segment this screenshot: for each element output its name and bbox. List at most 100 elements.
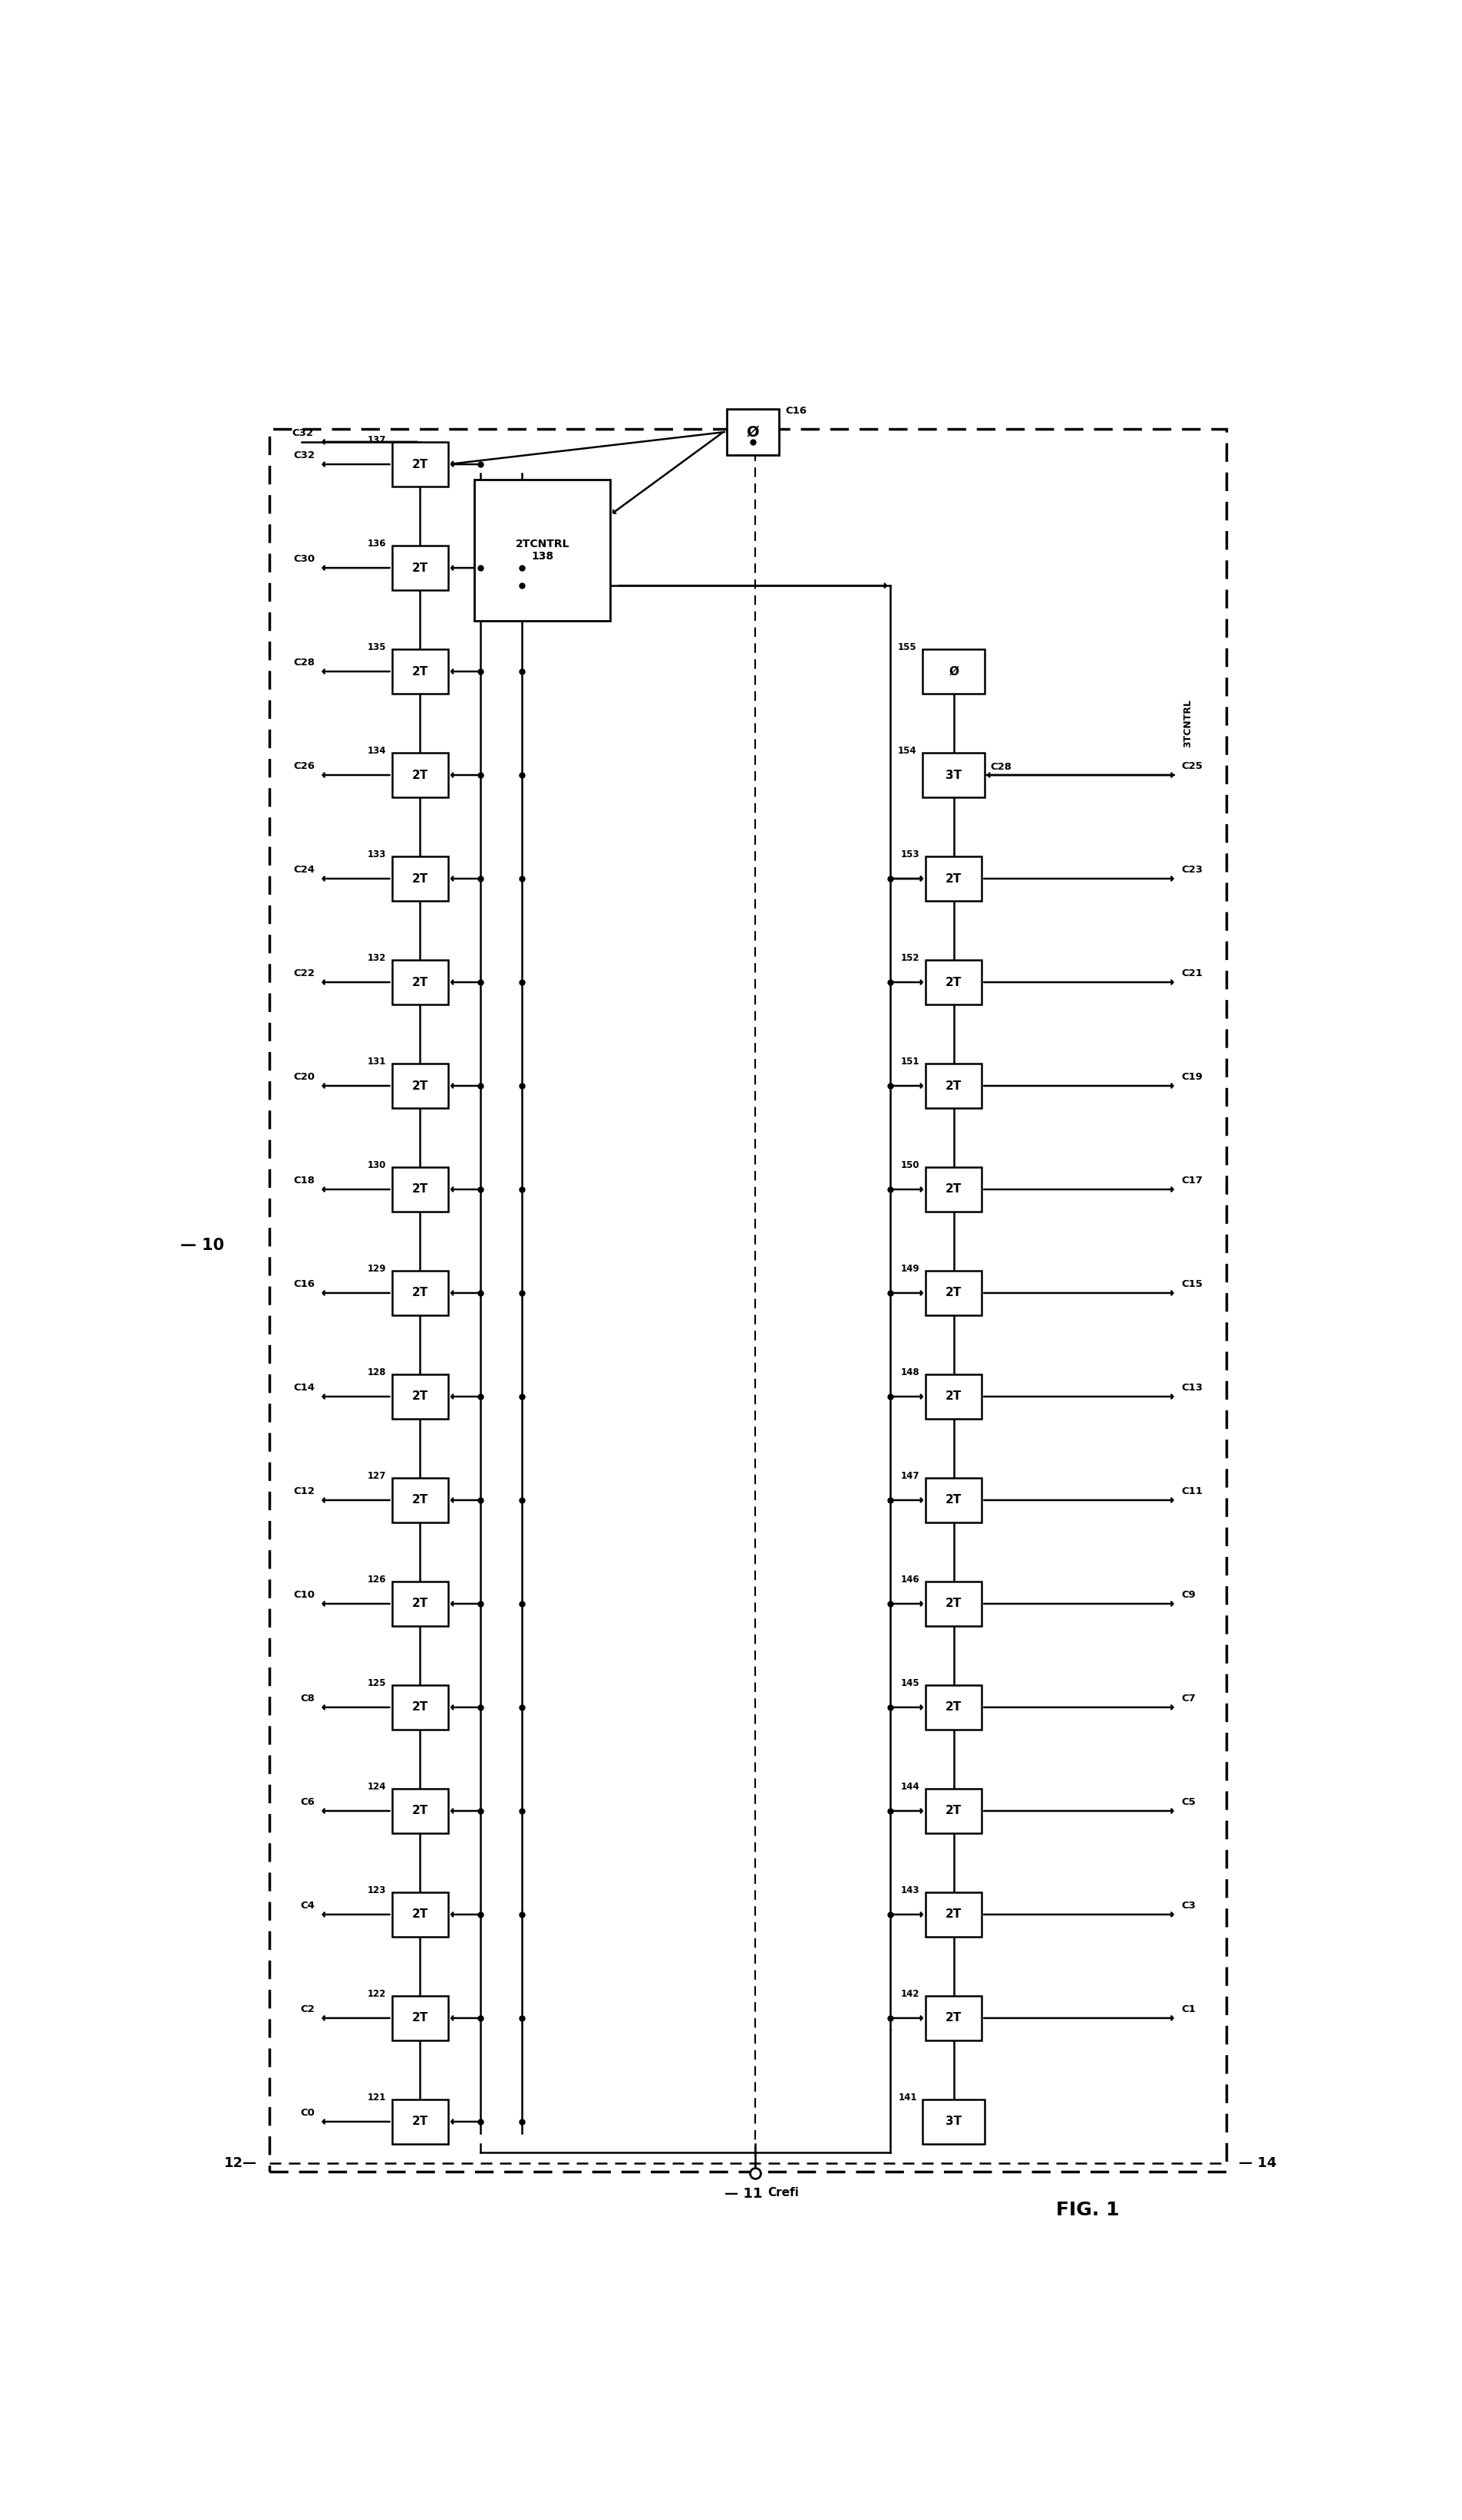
Bar <box>392 1479 447 1522</box>
Bar <box>925 1479 981 1522</box>
Text: C11: C11 <box>1180 1487 1202 1497</box>
Bar <box>923 2099 984 2145</box>
Text: 146: 146 <box>901 1575 920 1585</box>
Text: Ø: Ø <box>746 423 759 438</box>
Text: C13: C13 <box>1180 1383 1202 1394</box>
Text: 142: 142 <box>901 1988 920 1998</box>
Text: C9: C9 <box>1180 1590 1194 1600</box>
Text: 2T: 2T <box>412 2013 428 2024</box>
Text: 125: 125 <box>367 1678 386 1688</box>
Text: C30: C30 <box>292 554 314 564</box>
Text: C5: C5 <box>1180 1797 1194 1807</box>
Text: 124: 124 <box>367 1782 386 1792</box>
Text: 2T: 2T <box>944 1391 962 1401</box>
Bar <box>923 753 984 796</box>
Text: C6: C6 <box>300 1797 314 1807</box>
Bar <box>392 1583 447 1625</box>
Bar <box>392 1270 447 1315</box>
Text: 155: 155 <box>898 643 917 653</box>
Text: 3T: 3T <box>944 2117 962 2127</box>
Text: 149: 149 <box>901 1265 920 1273</box>
Text: 129: 129 <box>367 1265 386 1273</box>
Text: Crefi: Crefi <box>768 2187 798 2197</box>
Bar <box>392 1063 447 1109</box>
Text: C28: C28 <box>292 658 314 668</box>
Text: C12: C12 <box>294 1487 314 1497</box>
Text: 133: 133 <box>367 849 386 859</box>
Text: C23: C23 <box>1180 864 1202 874</box>
Text: 12—: 12— <box>224 2157 257 2170</box>
Text: — 10: — 10 <box>180 1237 224 1252</box>
Bar <box>925 1686 981 1729</box>
Text: 2T: 2T <box>412 975 428 988</box>
Bar <box>925 1063 981 1109</box>
Text: 2T: 2T <box>412 665 428 678</box>
Text: C18: C18 <box>292 1177 314 1187</box>
Text: 148: 148 <box>901 1368 920 1378</box>
Text: 2T: 2T <box>944 872 962 885</box>
Text: 2T: 2T <box>944 1908 962 1920</box>
Bar <box>925 1583 981 1625</box>
Text: 2T: 2T <box>944 1184 962 1194</box>
Text: 2T: 2T <box>944 1598 962 1610</box>
Bar <box>392 2099 447 2145</box>
Text: 2TCNTRL
138: 2TCNTRL 138 <box>515 539 569 562</box>
Text: C24: C24 <box>292 864 314 874</box>
Text: C16: C16 <box>785 406 807 416</box>
Bar <box>923 650 984 693</box>
Text: 154: 154 <box>898 746 917 756</box>
Text: C10: C10 <box>292 1590 314 1600</box>
Text: — 11: — 11 <box>724 2187 762 2200</box>
Bar <box>392 857 447 900</box>
Text: C14: C14 <box>292 1383 314 1394</box>
Text: C7: C7 <box>1180 1693 1194 1704</box>
Text: C17: C17 <box>1180 1177 1202 1187</box>
Text: 2T: 2T <box>944 2013 962 2024</box>
Text: 3TCNTRL: 3TCNTRL <box>1183 698 1193 748</box>
Text: 150: 150 <box>901 1159 920 1169</box>
Text: 144: 144 <box>901 1782 920 1792</box>
Text: 2T: 2T <box>412 1804 428 1817</box>
Bar <box>392 1996 447 2041</box>
Text: C21: C21 <box>1180 968 1202 978</box>
Text: 137: 137 <box>367 436 386 446</box>
Text: 131: 131 <box>367 1056 386 1066</box>
Text: 2T: 2T <box>944 975 962 988</box>
Text: 147: 147 <box>901 1472 920 1482</box>
Text: 2T: 2T <box>944 1081 962 1091</box>
Text: 130: 130 <box>367 1159 386 1169</box>
Text: 127: 127 <box>367 1472 386 1482</box>
Text: C15: C15 <box>1180 1280 1202 1290</box>
Text: 2T: 2T <box>412 562 428 575</box>
Bar <box>392 1373 447 1419</box>
Bar <box>392 547 447 590</box>
Bar <box>474 479 610 620</box>
Text: C19: C19 <box>1180 1074 1202 1081</box>
Text: 2T: 2T <box>412 1908 428 1920</box>
Text: 126: 126 <box>367 1575 386 1585</box>
Text: C3: C3 <box>1180 1900 1194 1910</box>
Text: 151: 151 <box>901 1056 920 1066</box>
Bar <box>925 1270 981 1315</box>
Text: 2T: 2T <box>944 1494 962 1507</box>
Text: 152: 152 <box>901 953 920 963</box>
Text: 2T: 2T <box>944 1804 962 1817</box>
Text: 2T: 2T <box>412 1391 428 1401</box>
Bar <box>925 857 981 900</box>
Text: 136: 136 <box>367 539 386 549</box>
Bar <box>392 650 447 693</box>
Text: 2T: 2T <box>412 872 428 885</box>
Text: C2: C2 <box>300 2003 314 2013</box>
Bar <box>925 1893 981 1938</box>
Text: 3T: 3T <box>944 769 962 781</box>
Text: 2T: 2T <box>412 1184 428 1194</box>
Text: 2T: 2T <box>944 1288 962 1298</box>
Text: C1: C1 <box>1180 2003 1194 2013</box>
Text: C28: C28 <box>990 761 1012 771</box>
Text: C22: C22 <box>294 968 314 978</box>
Text: Ø: Ø <box>949 665 958 678</box>
Bar <box>392 1686 447 1729</box>
Text: 122: 122 <box>367 1988 386 1998</box>
Text: 2T: 2T <box>412 769 428 781</box>
Text: 128: 128 <box>367 1368 386 1378</box>
